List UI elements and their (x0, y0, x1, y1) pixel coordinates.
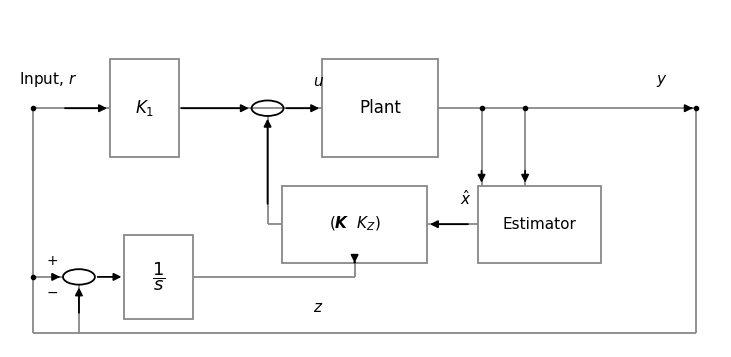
Bar (322, 59, 438, 157)
Bar (478, 186, 602, 263)
Bar (124, 235, 193, 319)
Text: $y$: $y$ (656, 73, 667, 89)
Text: Estimator: Estimator (503, 217, 577, 232)
Text: $\dfrac{1}{s}$: $\dfrac{1}{s}$ (152, 261, 165, 293)
Text: $u$: $u$ (313, 74, 324, 89)
Text: $K_1$: $K_1$ (135, 98, 154, 118)
Text: Input, $r$: Input, $r$ (19, 70, 77, 89)
Text: $\hat{x}$: $\hat{x}$ (460, 190, 471, 208)
Text: $z$: $z$ (313, 300, 324, 315)
Text: $(\boldsymbol{K} \ \ K_Z)$: $(\boldsymbol{K} \ \ K_Z)$ (329, 215, 381, 233)
Text: Plant: Plant (359, 99, 401, 117)
Bar (282, 186, 427, 263)
Bar (110, 59, 178, 157)
Text: −: − (46, 286, 58, 300)
Text: +: + (46, 254, 58, 268)
